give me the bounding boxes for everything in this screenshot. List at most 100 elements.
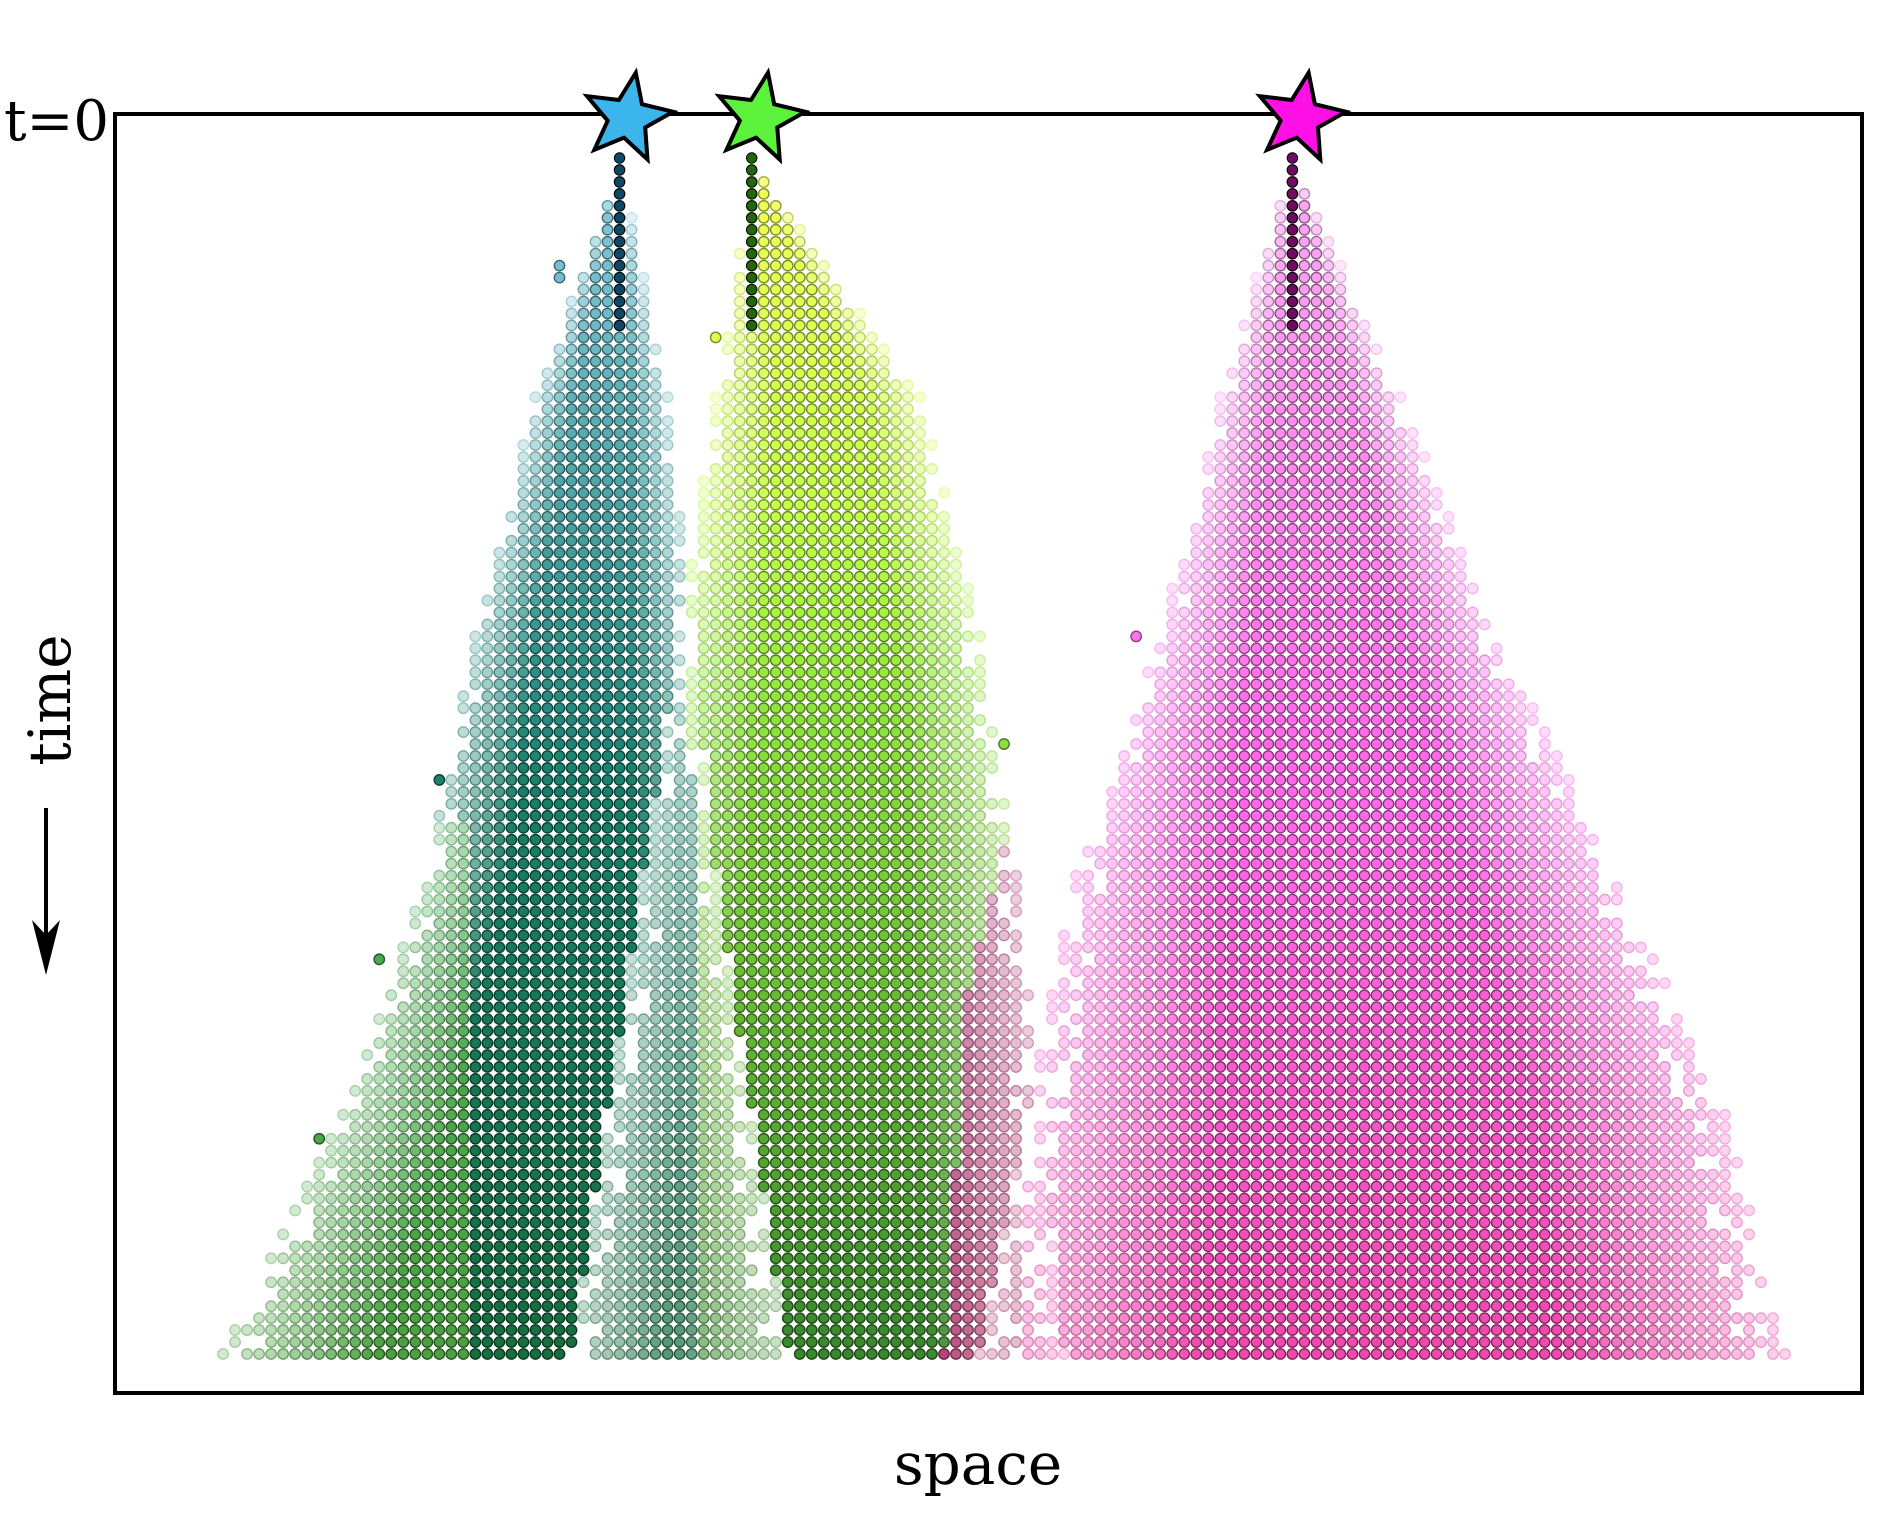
scatter-dot xyxy=(745,917,758,930)
scatter-dot xyxy=(1490,845,1503,858)
scatter-dot xyxy=(1274,259,1287,272)
scatter-dot xyxy=(1454,654,1467,667)
scatter-dot xyxy=(733,1084,746,1097)
scatter-dot xyxy=(553,797,566,810)
scatter-dot xyxy=(1322,833,1335,846)
scatter-dot xyxy=(457,1061,470,1073)
scatter-dot xyxy=(1226,415,1239,428)
scatter-dot xyxy=(685,678,698,691)
scatter-dot xyxy=(1310,702,1323,715)
scatter-dot xyxy=(565,367,578,380)
scatter-dot xyxy=(505,1013,518,1026)
scatter-dot xyxy=(1490,738,1503,750)
scatter-dot xyxy=(1058,929,1071,942)
scatter-dot xyxy=(769,355,782,368)
scatter-dot xyxy=(1550,917,1563,930)
scatter-dot xyxy=(1406,941,1419,954)
scatter-dot xyxy=(505,546,518,559)
scatter-dot xyxy=(661,654,674,667)
scatter-dot xyxy=(709,762,722,774)
scatter-dot xyxy=(1526,1073,1539,1085)
scatter-dot xyxy=(685,1061,698,1073)
scatter-dot xyxy=(685,905,698,918)
scatter-dot xyxy=(1106,881,1119,894)
scatter-dot xyxy=(1094,1013,1107,1026)
scatter-dot xyxy=(1130,845,1143,858)
scatter-dot xyxy=(685,1025,698,1037)
scatter-dot xyxy=(926,714,938,727)
scatter-dot xyxy=(745,1013,758,1026)
scatter-dot xyxy=(853,463,866,475)
scatter-dot xyxy=(733,642,746,655)
scatter-dot xyxy=(637,953,650,966)
scatter-dot xyxy=(805,498,818,511)
scatter-dot xyxy=(1646,977,1659,990)
scatter-dot xyxy=(1454,726,1467,738)
scatter-dot xyxy=(1418,678,1431,691)
scatter-dot xyxy=(769,307,782,320)
scatter-dot xyxy=(1430,965,1443,978)
scatter-dot xyxy=(685,570,698,583)
scatter-dot xyxy=(1430,498,1443,511)
scatter-dot xyxy=(829,427,842,439)
scatter-dot xyxy=(649,833,662,846)
scatter-dot xyxy=(517,845,530,858)
scatter-dot xyxy=(865,558,878,571)
scatter-dot xyxy=(1382,475,1395,487)
scatter-dot xyxy=(950,774,962,786)
scatter-dot xyxy=(721,1013,734,1026)
scatter-dot xyxy=(1442,797,1455,810)
scatter-dot xyxy=(1454,690,1467,703)
scatter-dot xyxy=(1226,1025,1239,1037)
scatter-dot xyxy=(926,905,938,918)
scatter-dot xyxy=(601,785,614,798)
scatter-dot xyxy=(1562,881,1575,894)
scatter-dot xyxy=(1118,917,1131,930)
scatter-dot xyxy=(1514,833,1527,846)
scatter-dot xyxy=(637,666,650,679)
scatter-dot xyxy=(1442,1073,1455,1085)
scatter-dot xyxy=(505,1025,518,1037)
scatter-dot xyxy=(1322,558,1335,571)
scatter-dot xyxy=(805,295,818,308)
scatter-dot xyxy=(745,797,758,810)
scatter-dot xyxy=(1238,977,1251,990)
scatter-dot xyxy=(385,1013,398,1026)
scatter-dot xyxy=(769,1049,782,1061)
scatter-dot xyxy=(1430,726,1443,738)
scatter-dot xyxy=(613,881,626,894)
scatter-dot xyxy=(733,630,746,643)
scatter-dot xyxy=(986,905,998,918)
scatter-dot xyxy=(1418,869,1431,882)
scatter-dot xyxy=(841,941,854,954)
scatter-dot xyxy=(1334,1025,1347,1037)
scatter-dot xyxy=(541,630,554,643)
scatter-dot xyxy=(673,1025,686,1037)
scatter-dot xyxy=(661,618,674,631)
scatter-dot xyxy=(793,1049,806,1061)
scatter-dot xyxy=(793,223,806,236)
scatter-dot xyxy=(697,510,710,523)
scatter-dot xyxy=(1106,893,1119,906)
scatter-dot xyxy=(1490,989,1503,1002)
scatter-dot xyxy=(781,857,794,870)
scatter-dot xyxy=(805,809,818,822)
scatter-dot xyxy=(1406,953,1419,966)
scatter-dot xyxy=(793,702,806,715)
scatter-dot xyxy=(577,941,590,954)
scatter-dot xyxy=(481,594,494,607)
scatter-dot xyxy=(1334,809,1347,822)
scatter-dot xyxy=(1442,1013,1455,1026)
scatter-dot xyxy=(1214,451,1227,463)
scatter-dot xyxy=(529,1037,542,1049)
scatter-dot xyxy=(1346,498,1359,511)
scatter-dot xyxy=(625,785,638,798)
scatter-dot xyxy=(1418,977,1431,990)
scatter-dot xyxy=(829,522,842,535)
scatter-dot xyxy=(1214,606,1227,619)
scatter-dot xyxy=(673,857,686,870)
scatter-dot xyxy=(1550,1025,1563,1037)
scatter-dot xyxy=(1226,965,1239,978)
scatter-dot xyxy=(1586,1013,1599,1026)
scatter-dot xyxy=(577,642,590,655)
